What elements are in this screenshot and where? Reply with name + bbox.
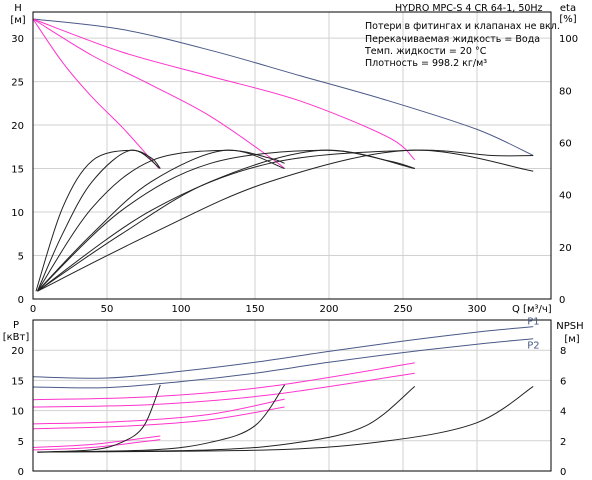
power-curve (32, 439, 161, 451)
bottom-y-tick-label: 20 (11, 346, 24, 357)
bottom-y-tick-label: 15 (11, 376, 24, 387)
head-efficiency-panel: 0 5 10 15 20 25 30 0 20 40 60 80 100 0 50 100 150 200 25… (10, 3, 578, 315)
info-line-2: Перекачиваемая жидкость = Вода (365, 34, 540, 45)
power-curve (32, 326, 534, 379)
x-tick-label: 250 (393, 304, 412, 315)
top-y-tick-label: 25 (11, 78, 24, 89)
x-tick-label: 300 (467, 304, 486, 315)
power-curve (32, 338, 534, 389)
head-curve (32, 18, 285, 169)
x-tick-label: 50 (101, 304, 114, 315)
top-y2-tick-label: 80 (559, 86, 572, 97)
top-y-tick-label: 0 (18, 295, 24, 306)
top-y-tick-label: 20 (11, 121, 24, 132)
x-axis-title: Q [м³/ч] (512, 304, 552, 315)
bottom-y2-tick-labels: 0 2 4 6 8 (560, 346, 566, 478)
power-curve (32, 372, 415, 408)
y2-axis-unit: [%] (559, 14, 576, 25)
efficiency-curve (37, 149, 534, 292)
top-y2-tick-label: 60 (559, 138, 572, 149)
bottom-y-tick-label: 5 (18, 437, 24, 448)
info-line-1: Потери в фитингах и клапанах не вкл. (365, 21, 560, 32)
bottom-y2-tick-label: 0 (560, 467, 566, 478)
bottom-y2-tick-label: 2 (560, 437, 566, 448)
p-axis-unit: [кВт] (3, 332, 30, 343)
bottom-y2-tick-label: 4 (560, 407, 566, 418)
x-tick-label: 200 (319, 304, 338, 315)
top-y-tick-label: 10 (11, 208, 24, 219)
top-y-tick-labels: 0 5 10 15 20 25 30 (11, 34, 24, 306)
bottom-y2-tick-label: 8 (560, 346, 566, 357)
top-plot-frame (32, 11, 552, 300)
bottom-y-tick-label: 10 (11, 407, 24, 418)
efficiency-curve (36, 149, 285, 292)
npsh-curve (37, 385, 534, 453)
power-curve (32, 435, 161, 448)
power-npsh-panel: 0 5 10 15 20 0 2 4 6 8 P1 P2 P [кВт] NPSH [м] (3, 317, 584, 478)
top-y2-tick-label: 20 (559, 243, 572, 254)
series-label-p1: P1 (527, 317, 539, 328)
head-curve (32, 18, 534, 156)
power-curve (32, 398, 285, 425)
p-axis-title: P (13, 320, 19, 331)
top-y-tick-label: 15 (11, 165, 24, 176)
power-curve (32, 406, 285, 430)
y2-axis-title: eta (560, 3, 576, 14)
info-line-3: Темп. жидкости = 20 °C (364, 46, 487, 57)
power-curve (32, 362, 415, 401)
x-tick-label: 150 (245, 304, 264, 315)
npsh-curve (37, 384, 161, 453)
efficiency-curve (35, 149, 161, 292)
chart-title: HYDRO MPC-S 4 CR 64-1, 50Hz (395, 3, 543, 14)
info-box: HYDRO MPC-S 4 CR 64-1, 50Hz Потери в фит… (364, 3, 560, 69)
bottom-y-tick-labels: 0 5 10 15 20 (11, 346, 24, 478)
y-axis-title: H (14, 3, 22, 14)
x-tick-label: 100 (171, 304, 190, 315)
top-curves (32, 18, 534, 292)
top-y2-tick-label: 0 (559, 295, 565, 306)
bottom-curves (32, 326, 534, 453)
bottom-plot-frame (32, 319, 552, 472)
x-tick-label: 0 (30, 304, 36, 315)
top-y-tick-label: 5 (18, 252, 24, 263)
efficiency-curve (36, 149, 161, 292)
top-x-tick-labels: 0 50 100 150 200 250 300 (30, 304, 487, 315)
npsh-axis-title: NPSH (556, 321, 583, 332)
top-y2-tick-label: 100 (559, 34, 578, 45)
efficiency-curve (37, 149, 285, 292)
npsh-axis-unit: [м] (564, 334, 579, 345)
efficiency-curve (37, 149, 534, 292)
bottom-y-tick-label: 0 (18, 467, 24, 478)
series-label-p2: P2 (527, 341, 539, 352)
head-curve (32, 18, 416, 161)
info-line-4: Плотность = 998.2 кг/м³ (365, 58, 487, 69)
bottom-series-labels: P1 P2 (527, 317, 539, 352)
top-y2-tick-label: 40 (559, 191, 572, 202)
y-axis-unit: [м] (10, 15, 25, 26)
bottom-y2-tick-label: 6 (560, 376, 566, 387)
top-y2-tick-labels: 0 20 40 60 80 100 (559, 34, 578, 306)
top-y-tick-label: 30 (11, 34, 24, 45)
